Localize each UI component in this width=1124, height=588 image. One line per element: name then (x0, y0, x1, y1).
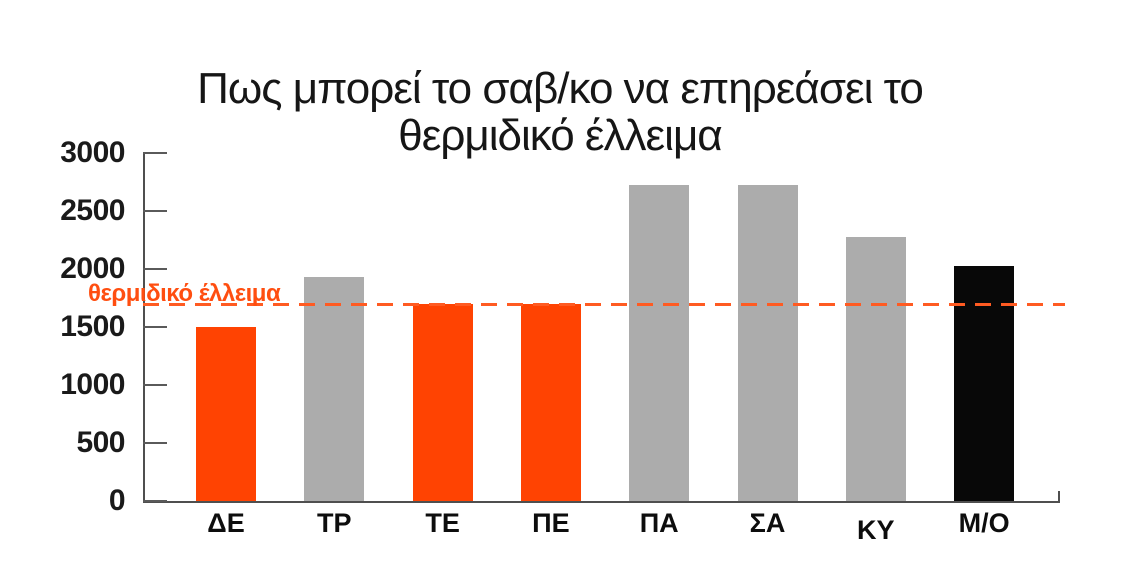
y-tick-label-0: 0 (108, 484, 126, 517)
y-tick-label-2500: 2500 (60, 194, 125, 227)
reference-line (143, 302, 1065, 306)
bar-0-ΔΕ (196, 327, 256, 501)
bar-7-Μ/Ο (954, 265, 1015, 501)
bar-1-ΤΡ (304, 277, 365, 501)
x-label-0-ΔΕ: ΔΕ (207, 508, 245, 538)
y-tick-mark-500 (143, 442, 167, 444)
x-axis-end-tick (1058, 491, 1060, 503)
x-label-5-ΣΑ: ΣΑ (749, 508, 786, 538)
y-tick-mark-1000 (143, 384, 167, 386)
x-label-4-ΠΑ: ΠΑ (639, 508, 679, 538)
reference-line-label: θερμιδικό έλλειμα (88, 280, 281, 307)
y-tick-label-1000: 1000 (60, 368, 125, 401)
y-tick-mark-2000 (143, 268, 167, 270)
y-tick-mark-0 (143, 500, 167, 502)
x-label-1-ΤΡ: ΤΡ (317, 508, 352, 538)
y-tick-label-500: 500 (76, 426, 125, 459)
x-label-7-Μ/Ο: Μ/Ο (958, 508, 1010, 538)
y-tick-label-1500: 1500 (60, 310, 125, 343)
x-label-6-ΚΥ: ΚΥ (857, 515, 895, 545)
y-tick-label-3000: 3000 (60, 136, 125, 169)
x-label-3-ΠΕ: ΠΕ (532, 508, 570, 538)
x-label-2-ΤΕ: ΤΕ (425, 508, 460, 538)
bar-3-ΠΕ (520, 303, 581, 501)
y-tick-label-2000: 2000 (60, 252, 125, 285)
y-tick-mark-1500 (143, 326, 167, 328)
y-tick-mark-2500 (143, 210, 167, 212)
y-tick-mark-3000 (143, 152, 167, 154)
chart-title: Πως μπορεί το σαβ/κο να επηρεάσει το θερ… (197, 64, 924, 160)
bar-2-ΤΕ (412, 303, 473, 501)
bar-5-ΣΑ (737, 185, 798, 501)
x-axis-line (143, 501, 1060, 503)
bar-6-ΚΥ (845, 236, 906, 501)
bar-4-ΠΑ (629, 185, 690, 501)
y-axis-line (143, 153, 145, 503)
